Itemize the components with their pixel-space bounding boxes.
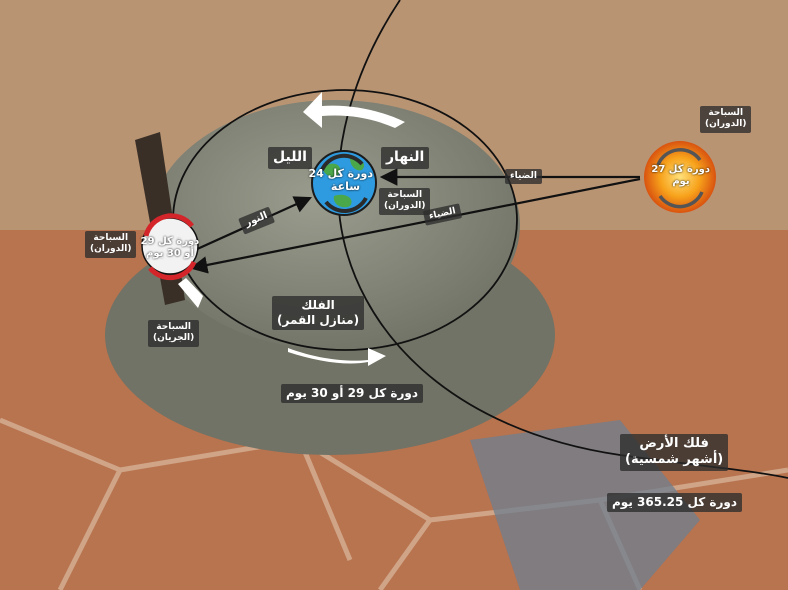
orbit-direction-arrow-bottom xyxy=(288,348,386,366)
earth-orbit-period-label: دورة كل 365.25 يوم xyxy=(607,493,742,512)
sun-icon xyxy=(644,141,716,213)
rotation-arrows-icon xyxy=(320,153,364,171)
moon-spin-line1: السباحة xyxy=(93,233,129,243)
sun-spin-label: السباحة (الدوران) xyxy=(700,106,752,133)
sun-spin-line1: السباحة xyxy=(708,108,744,118)
earth-period-label: دورة كل 24 ساعة xyxy=(308,167,374,194)
sun-period-line1: دورة كل 27 xyxy=(651,164,710,175)
sun-spin-line2: (الدوران) xyxy=(705,119,747,130)
sun-period-line2: يوم xyxy=(672,176,690,187)
moon-flow-label: السباحة (الجريان) xyxy=(148,320,200,347)
earth-period-line2: ساعة xyxy=(330,180,361,194)
moon-spin-label: السباحة (الدوران) xyxy=(85,231,137,258)
night-label: الليل xyxy=(268,147,312,169)
moon-period-line2: أو 30 يوم xyxy=(146,248,194,259)
sun-period-label: دورة كل 27 يوم xyxy=(651,164,710,188)
moon-orbit-line1: الفلك xyxy=(301,298,335,312)
earth-spin-line2: (الدوران) xyxy=(384,201,426,212)
earth-spin-line1: السباحة xyxy=(387,190,423,200)
moon-orbit-label: الفلك (منازل القمر) xyxy=(272,296,365,330)
day-label: النهار xyxy=(381,147,430,169)
moon-period-label: دورة كل 29 أو 30 يوم xyxy=(140,236,200,260)
earth-orbit-line1: فلك الأرض xyxy=(639,436,709,451)
earth-orbit-line2: (أشهر شمسية) xyxy=(625,452,724,468)
floor-tiles xyxy=(0,417,788,590)
earth-icon xyxy=(311,150,377,216)
moon-flow-line1: السباحة xyxy=(156,322,191,332)
earth-spin-label: السباحة (الدوران) xyxy=(379,188,431,215)
moon-spin-line2: (الدوران) xyxy=(90,244,132,255)
moon-flow-line2: (الجريان) xyxy=(153,333,195,344)
moon-flow-arrow xyxy=(178,278,203,308)
moon-orbit-line2: (منازل القمر) xyxy=(277,313,360,327)
orbit-direction-arrow-top xyxy=(303,92,405,128)
moon-icon xyxy=(141,213,199,281)
light-ray-bottom xyxy=(189,177,641,274)
light-label-top: الضياء xyxy=(505,169,542,185)
earth-period-line1: دورة كل 24 xyxy=(308,167,374,180)
moon-orbit-period-label: دورة كل 29 أو 30 يوم xyxy=(281,384,424,403)
moon-period-line1: دورة كل 29 xyxy=(140,236,200,247)
earth-orbit-label: فلك الأرض (أشهر شمسية) xyxy=(620,434,729,471)
